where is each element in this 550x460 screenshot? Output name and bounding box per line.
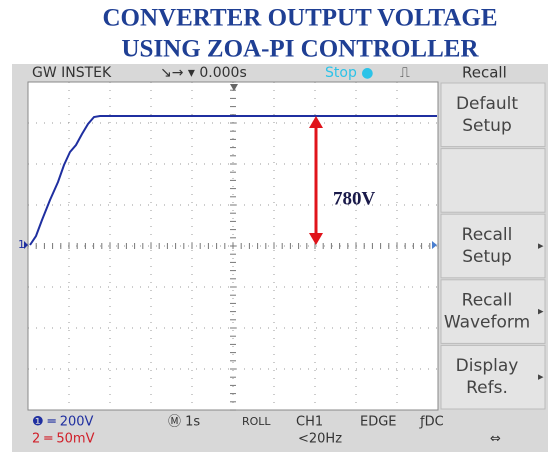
menu-item — [440, 279, 546, 344]
menu-arrow: ▸ — [538, 370, 544, 383]
menu-title: Recall — [462, 64, 507, 82]
coupling: ƒDC — [419, 415, 444, 430]
menu-label: Recall — [462, 225, 513, 245]
time-scale: Ⓜ 1s — [168, 415, 200, 430]
menu-item — [440, 148, 546, 213]
annotation: 780V — [333, 188, 376, 209]
ch2-scale: 2 ═ 50mV — [32, 432, 95, 447]
trigger-icon: ⎍ — [400, 65, 410, 81]
menu-label: Display — [456, 356, 519, 376]
menu-label: Refs. — [466, 378, 508, 398]
frequency: <20Hz — [298, 432, 342, 447]
brand: GW INSTEK — [32, 65, 112, 81]
arrow-head — [309, 233, 323, 245]
trigger-position — [230, 84, 238, 91]
menu-item — [440, 213, 546, 279]
title-line: USING ZOA-PI CONTROLLER — [122, 36, 480, 63]
timebase: ↘→ ▾ 0.000s — [160, 65, 247, 81]
menu-arrow: ▸ — [538, 305, 544, 318]
menu-label: Setup — [462, 247, 511, 267]
trigger-level — [432, 241, 437, 249]
usb-icon: ⇔ — [490, 432, 501, 447]
channel-marker: 1 — [18, 238, 25, 251]
menu-label: Default — [456, 94, 518, 114]
mode: ROLL — [242, 415, 271, 428]
trigger-source: CH1 — [296, 415, 323, 430]
menu-item — [440, 82, 546, 148]
trigger-type: EDGE — [360, 415, 397, 430]
channel-pointer — [24, 241, 28, 249]
waveform — [29, 115, 437, 246]
title-line: CONVERTER OUTPUT VOLTAGE — [102, 5, 497, 32]
menu-item — [440, 344, 546, 410]
ch1-scale: ❶ ═ 200V — [32, 415, 94, 430]
menu-label: Recall — [462, 291, 513, 311]
menu-arrow: ▸ — [538, 239, 544, 252]
arrow-head — [309, 116, 323, 128]
menu-label: Setup — [462, 116, 511, 136]
run-status: Stop ● — [325, 65, 374, 81]
menu-label: Waveform — [444, 313, 530, 333]
